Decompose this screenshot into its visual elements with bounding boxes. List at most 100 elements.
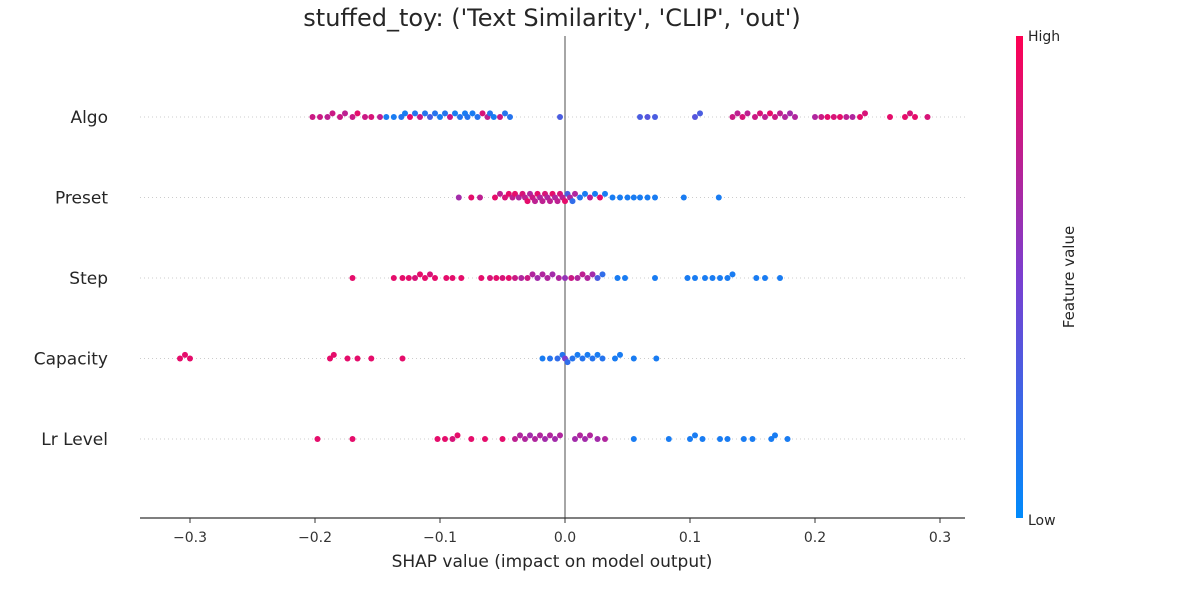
shap-point (532, 436, 538, 442)
shap-point (594, 436, 601, 442)
shap-point (599, 271, 606, 278)
x-axis: −0.3 −0.2 −0.1 0.0 0.1 0.2 0.3 (140, 517, 965, 546)
shap-point (555, 275, 562, 281)
shap-point (624, 194, 631, 201)
shap-point (734, 110, 741, 117)
shap-point (314, 436, 321, 442)
shap-point (368, 355, 375, 362)
shap-point (502, 194, 508, 201)
shap-point (447, 114, 453, 120)
shap-point (582, 190, 588, 197)
shap-point (594, 351, 601, 358)
shap-point (517, 432, 523, 439)
shap-point (515, 194, 522, 201)
shap-point (499, 436, 506, 442)
shap-point (527, 432, 533, 439)
shap-point (368, 114, 375, 120)
shap-point (432, 110, 438, 117)
shap-point (644, 194, 651, 201)
shap-point (849, 114, 856, 120)
shap-point (907, 110, 913, 117)
shap-point (843, 114, 850, 120)
shap-point (477, 194, 483, 201)
shap-point (772, 432, 778, 439)
shap-point (630, 194, 637, 201)
x-tick-label: 0.1 (679, 530, 701, 546)
shap-point (482, 436, 488, 442)
shap-point (327, 355, 333, 362)
shap-point (584, 275, 591, 281)
shap-point (740, 436, 747, 442)
shap-point (653, 355, 660, 362)
shap-point (449, 436, 456, 442)
shap-point (455, 194, 462, 201)
shap-point (762, 275, 768, 281)
shap-point (862, 110, 868, 117)
shap-point (344, 355, 351, 362)
shap-point (568, 275, 575, 281)
shap-point (398, 114, 405, 120)
feature-label: Lr Level (41, 430, 108, 450)
shap-point (724, 275, 731, 281)
shap-point (532, 198, 538, 205)
shap-point (497, 114, 503, 120)
shap-point (497, 190, 503, 197)
shap-point (468, 436, 475, 442)
shap-point (562, 275, 568, 281)
shap-point (502, 110, 508, 117)
shap-point (442, 110, 448, 117)
shap-point (512, 436, 518, 442)
shap-point (597, 194, 603, 201)
shap-point (709, 275, 716, 281)
shap-point (443, 275, 450, 281)
shap-point (782, 114, 788, 120)
shap-point (554, 355, 561, 362)
shap-point (630, 436, 637, 442)
shap-point (609, 194, 616, 201)
shap-point (752, 114, 758, 120)
shap-point (684, 275, 691, 281)
shap-point (692, 432, 698, 439)
shap-point (652, 194, 658, 201)
shap-point (830, 114, 837, 120)
shap-point (637, 114, 643, 120)
shap-point (342, 110, 348, 117)
shap-point (427, 271, 433, 278)
shap-point (630, 355, 637, 362)
shap-point (490, 114, 497, 120)
shap-point (717, 275, 723, 281)
shap-point (474, 114, 481, 120)
shap-point (717, 436, 723, 442)
x-tick-label: −0.2 (298, 530, 332, 546)
shap-point (587, 432, 593, 439)
shap-point (468, 194, 475, 201)
shap-point (427, 114, 433, 120)
shap-point (687, 436, 693, 442)
shap-point (412, 275, 418, 281)
shap-point (617, 194, 623, 201)
shap-point (622, 275, 628, 281)
shap-point (337, 114, 343, 120)
shap-point (552, 436, 558, 442)
x-tick-label: 0.2 (804, 530, 826, 546)
shap-point (454, 432, 461, 439)
feature-label: Preset (55, 189, 108, 209)
shap-point (602, 436, 608, 442)
shap-point (574, 351, 581, 358)
shap-point (887, 114, 893, 120)
shap-point (557, 432, 563, 439)
shap-point (857, 114, 863, 120)
shap-point (534, 275, 541, 281)
shap-point (757, 110, 763, 117)
x-axis-label: SHAP value (impact on model output) (392, 552, 713, 572)
colorbar: High Low Feature value (1016, 29, 1078, 529)
shap-point (744, 110, 751, 117)
shap-point (777, 275, 783, 281)
shap-point (317, 114, 323, 120)
shap-point (407, 114, 413, 120)
shap-point (554, 198, 561, 205)
shap-point (349, 114, 356, 120)
shap-point (399, 275, 406, 281)
shap-point (614, 275, 621, 281)
